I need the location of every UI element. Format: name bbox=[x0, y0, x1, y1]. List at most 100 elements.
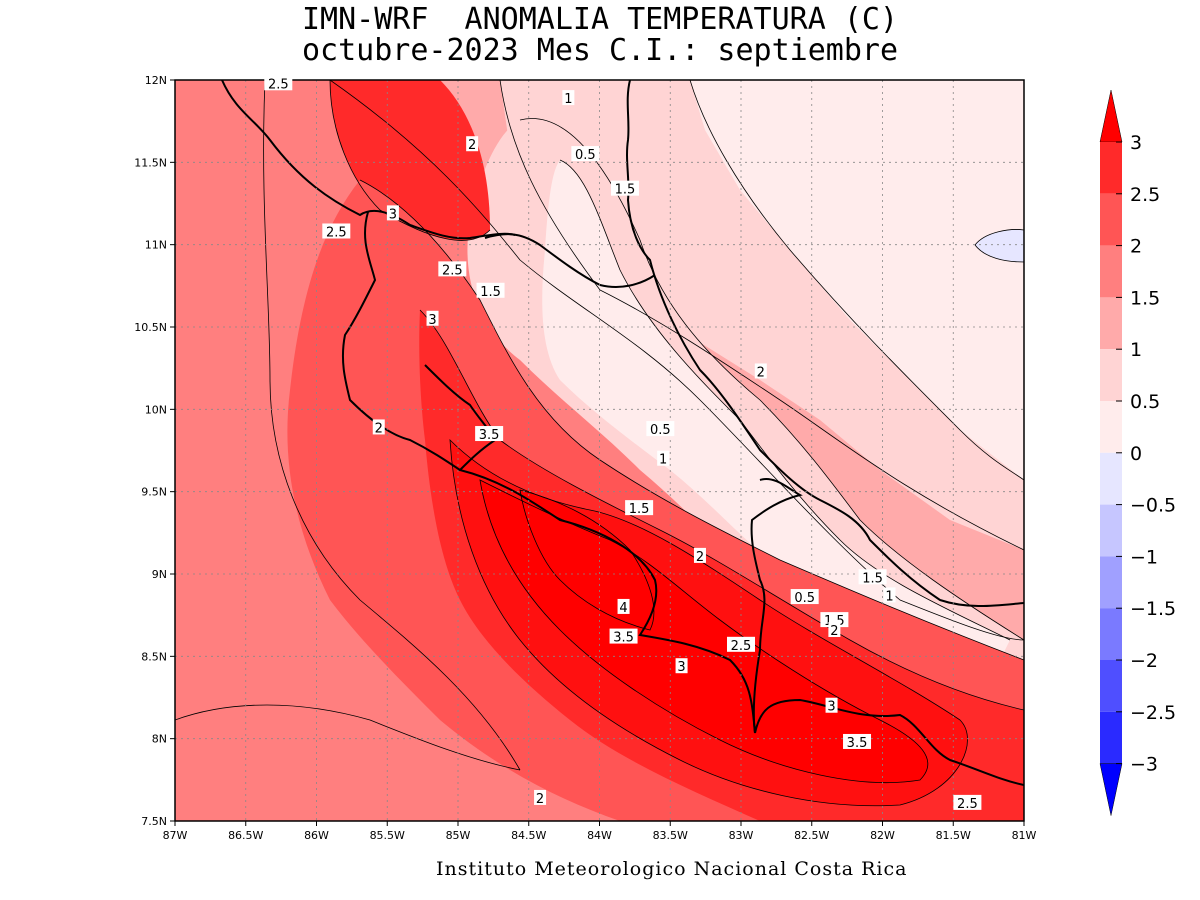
contour-label-text: 1.5 bbox=[629, 502, 650, 517]
contour-label-background bbox=[466, 136, 479, 152]
contour-label-background bbox=[322, 223, 351, 239]
contour-label-background bbox=[476, 282, 505, 298]
contour-label: 3 bbox=[825, 697, 838, 715]
colorbar-label: 1 bbox=[1130, 339, 1142, 361]
contour-label-background bbox=[790, 589, 819, 605]
colorbar-label: −2.5 bbox=[1130, 702, 1176, 724]
contour-label-text: 3.5 bbox=[479, 428, 500, 443]
field-band-above-4 bbox=[520, 490, 654, 630]
colorbar-label: 2 bbox=[1130, 236, 1142, 258]
y-tick-label: 9N bbox=[152, 568, 167, 581]
contour-label-text: 2.5 bbox=[268, 77, 289, 92]
contour-label: 2.5 bbox=[727, 636, 755, 654]
contour-label: 2 bbox=[754, 363, 767, 380]
contour-label-text: 2.5 bbox=[957, 797, 978, 812]
contour-label-text: 0.5 bbox=[650, 423, 671, 438]
colorbar-label: −2 bbox=[1130, 650, 1158, 672]
contour-label-background bbox=[562, 90, 575, 106]
contour-label-text: 2.5 bbox=[731, 639, 752, 654]
contour-label: 3 bbox=[426, 310, 439, 328]
map-title-line-1: IMN-WRF ANOMALIA TEMPERATURA (C) bbox=[301, 2, 899, 37]
contour-label: 1 bbox=[657, 450, 670, 468]
contour-label-text: 3.5 bbox=[613, 631, 634, 646]
colorbar-swatch bbox=[1100, 711, 1122, 764]
x-tick-label: 86W bbox=[304, 829, 329, 842]
coastline-pacific-north bbox=[221, 80, 516, 240]
colorbar-label: 0.5 bbox=[1130, 391, 1160, 413]
contour-label: 1.5 bbox=[610, 180, 639, 198]
contour-label-text: 4 bbox=[619, 601, 627, 616]
contour-label: 1.5 bbox=[625, 500, 654, 517]
contour-label: 2.5 bbox=[953, 794, 982, 812]
contour-label-background bbox=[609, 628, 638, 644]
contour-line-2-5 bbox=[419, 309, 1024, 711]
colorbar-label: −3 bbox=[1130, 754, 1158, 776]
colorbar-label: −1 bbox=[1130, 546, 1158, 568]
x-tick-label: 82.5W bbox=[794, 829, 829, 842]
colorbar-label: 3 bbox=[1130, 132, 1142, 154]
contour-label: 1.5 bbox=[858, 569, 887, 586]
contour-label-background bbox=[646, 421, 675, 437]
x-tick-label: 85W bbox=[446, 829, 471, 842]
contour-label-text: 2 bbox=[536, 792, 544, 807]
contour-label: 3.5 bbox=[843, 733, 872, 751]
contour-label: 3.5 bbox=[475, 426, 504, 443]
colorbar-label: 1.5 bbox=[1130, 287, 1160, 309]
colorbar-swatch bbox=[1100, 556, 1122, 609]
contour-label-background bbox=[883, 587, 896, 603]
contour-label-background bbox=[426, 310, 439, 326]
contour-label-background bbox=[843, 733, 872, 749]
contour-lines bbox=[175, 80, 1024, 807]
contour-label-text: 2 bbox=[830, 624, 838, 639]
contour-label: 1 bbox=[562, 90, 575, 107]
contour-label-text: 1.5 bbox=[615, 183, 636, 198]
contour-label: 3 bbox=[675, 658, 688, 675]
x-tick-label: 82W bbox=[870, 829, 895, 842]
footer-credit: Instituto Meteorologico Nacional Costa R… bbox=[436, 858, 908, 880]
coastline-nicoya bbox=[341, 211, 461, 471]
colorbar-label: −1.5 bbox=[1130, 598, 1176, 620]
y-tick-label: 11N bbox=[145, 239, 167, 252]
contour-label-text: 1 bbox=[564, 92, 572, 107]
contour-label-background bbox=[438, 261, 467, 277]
contour-label-background bbox=[264, 75, 293, 91]
contour-label-text: 0.5 bbox=[794, 591, 815, 606]
contour-label-text: 3.5 bbox=[847, 736, 868, 751]
x-tick-label: 85.5W bbox=[370, 829, 405, 842]
colorbar-arrow-top bbox=[1099, 89, 1123, 143]
contour-label-background bbox=[610, 180, 639, 196]
contour-label-text: 2.5 bbox=[326, 225, 347, 240]
field-core-nicaragua bbox=[330, 80, 490, 241]
contour-label-text: 2 bbox=[696, 550, 704, 565]
contour-label: 2.5 bbox=[264, 75, 293, 92]
contour-label: 2.5 bbox=[438, 261, 467, 278]
contour-label: 3 bbox=[386, 205, 399, 222]
contour-label: 2 bbox=[466, 136, 479, 153]
contour-label-text: 0.5 bbox=[575, 148, 596, 163]
contour-label-background bbox=[727, 636, 755, 652]
x-tick-label: 83W bbox=[729, 829, 754, 842]
contour-label-text: 2.5 bbox=[442, 263, 463, 278]
contour-line-1 bbox=[499, 80, 1024, 551]
contour-label-background bbox=[386, 205, 399, 221]
y-tick-label: 8N bbox=[152, 733, 167, 746]
contour-label-background bbox=[825, 697, 838, 713]
contour-line-nicaragua-3 bbox=[329, 80, 491, 241]
y-tick-label: 9.5N bbox=[141, 486, 167, 499]
contour-label: 2 bbox=[372, 419, 385, 436]
contour-label-text: 3 bbox=[389, 207, 397, 222]
x-tick-label: 86.5W bbox=[228, 829, 263, 842]
contour-label-background bbox=[754, 363, 767, 379]
contour-line-valley-1 bbox=[519, 118, 1024, 641]
contour-label: 1 bbox=[883, 587, 896, 604]
contour-label: 3.5 bbox=[609, 628, 638, 646]
contour-line-4 bbox=[519, 489, 655, 631]
colorbar-label: −0.5 bbox=[1130, 495, 1176, 517]
contour-label-background bbox=[693, 547, 706, 563]
contour-label-text: 2 bbox=[757, 365, 765, 380]
contour-label: 1.5 bbox=[476, 282, 505, 300]
contour-line-2 bbox=[359, 179, 1024, 661]
y-tick-label: 8.5N bbox=[141, 650, 167, 663]
field-band-negative bbox=[975, 229, 1024, 262]
colorbar-arrow-bottom bbox=[1099, 763, 1123, 816]
